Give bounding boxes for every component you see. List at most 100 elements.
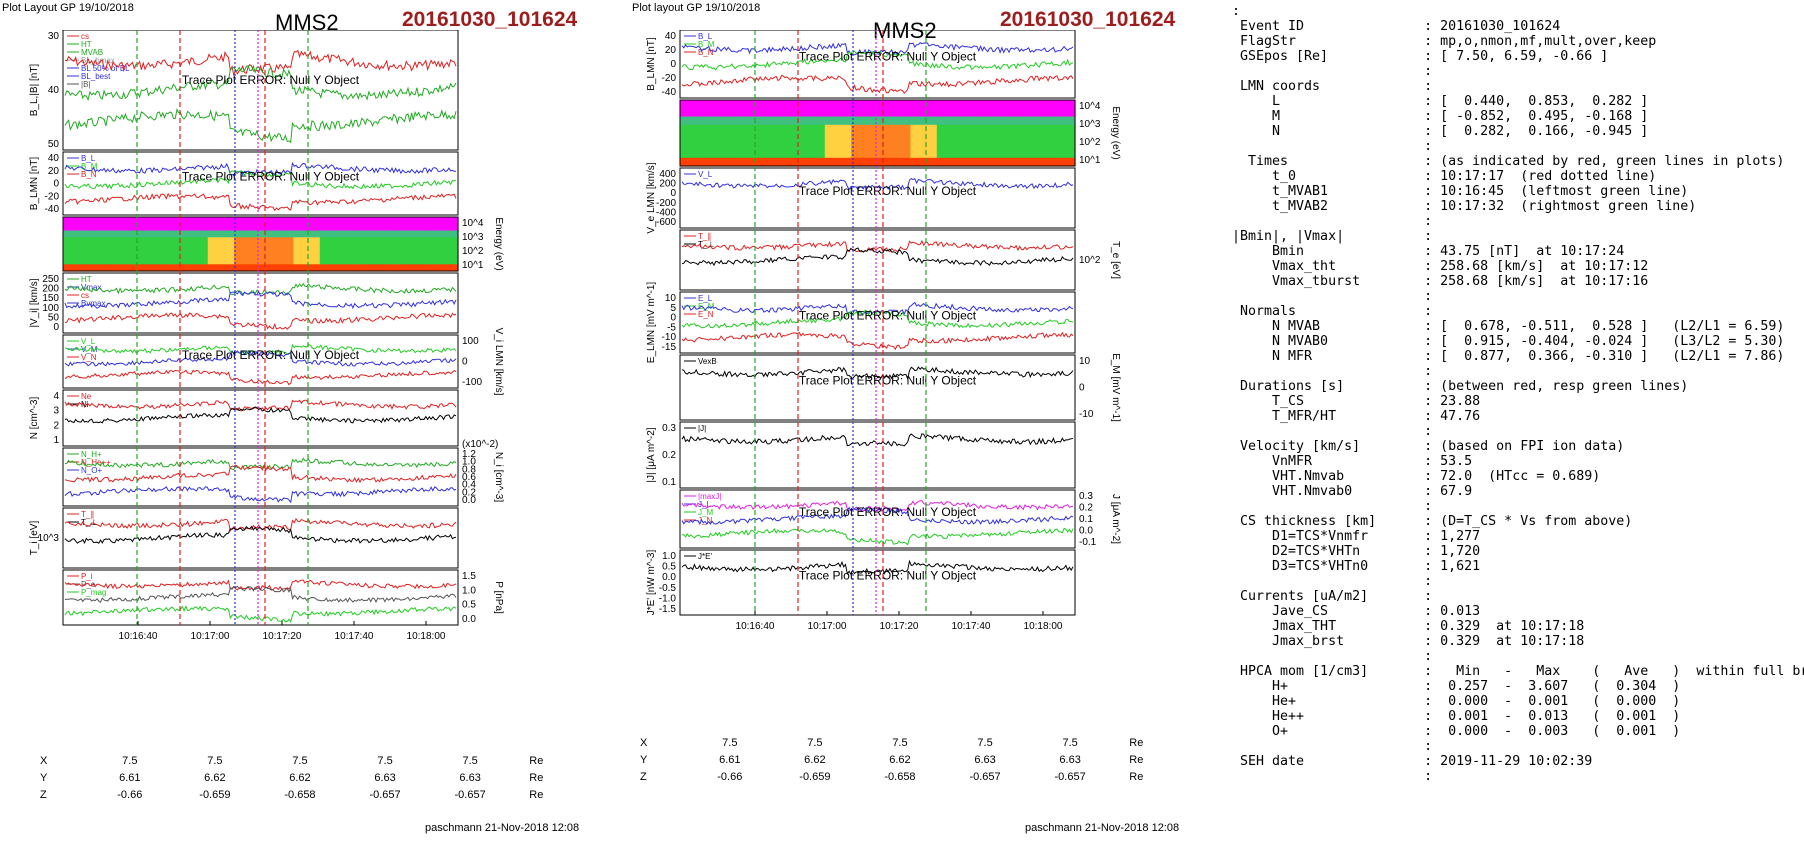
spectrogram-cell — [82, 230, 90, 238]
data-trace — [64, 349, 457, 367]
spectrogram-cell — [359, 264, 367, 272]
legend-entry: |maxJ| — [698, 492, 721, 501]
spectrogram-cell — [752, 124, 760, 134]
spectrogram-cell — [451, 244, 459, 252]
spectrogram-cell — [719, 100, 727, 109]
legend-entry: P_mag — [81, 588, 106, 597]
spectrogram-cell — [260, 217, 268, 225]
spectrogram-cell — [719, 141, 727, 151]
spectrogram-cell — [95, 264, 104, 272]
spectrogram-cell — [791, 116, 800, 126]
spectrogram-cell — [379, 264, 387, 272]
spectrogram-cell — [917, 100, 925, 109]
spectrogram-cell — [838, 100, 846, 109]
data-trace — [681, 301, 1074, 316]
spectrogram-cell — [306, 237, 314, 245]
middle-event-date: 20161030_101624 — [1000, 8, 1176, 31]
spectrogram-cell — [1015, 149, 1023, 159]
spectrogram-cell — [398, 223, 406, 232]
spectrogram-cell — [174, 230, 183, 238]
legend-entry: T_∥ — [698, 232, 711, 241]
spectrogram-cell — [221, 237, 229, 245]
spectrogram-cell — [851, 116, 859, 126]
spectrogram-cell — [1002, 141, 1010, 151]
coord-value: 6.62 — [804, 753, 826, 766]
spectrogram-cell — [811, 100, 819, 109]
spectrogram-cell — [398, 250, 406, 259]
spectrogram-cell — [293, 223, 301, 232]
spectrogram-cell — [752, 100, 760, 109]
spectrogram-cell — [917, 116, 925, 126]
spectrogram-cell — [811, 157, 819, 167]
spectrogram-cell — [989, 124, 997, 134]
y-tick-label: 100 — [42, 303, 59, 314]
spectrogram-cell — [706, 133, 714, 142]
panel-spec: 10^4 10^3 10^2 10^1 Energy (eV) — [679, 99, 1121, 167]
spectrogram-cell — [69, 244, 77, 252]
spectrogram-cell — [910, 108, 918, 118]
spectrogram-cell — [818, 141, 826, 151]
spectrogram-cell — [293, 217, 301, 225]
spectrogram-cell — [109, 264, 117, 272]
spectrogram-cell — [372, 217, 380, 225]
spectrogram-cell — [273, 230, 281, 238]
y-tick-label: 50 — [48, 312, 60, 323]
spectrogram-cell — [923, 124, 931, 134]
spectrogram-cell — [996, 116, 1004, 126]
spectrogram-cell — [1061, 108, 1069, 118]
spectrogram-cell — [260, 244, 268, 252]
spectrogram-cell — [680, 108, 688, 118]
spectrogram-cell — [326, 230, 334, 238]
spectrogram-cell — [949, 108, 958, 118]
spectrogram-cell — [418, 237, 426, 245]
panel-frame — [62, 334, 459, 389]
spectrogram-cell — [969, 124, 977, 134]
x-tick-label: 10:17:40 — [335, 631, 374, 642]
spectrogram-cell — [732, 141, 740, 151]
spectrogram-cell — [379, 244, 387, 252]
spectrogram-cell — [201, 230, 209, 238]
spectrogram-cell — [135, 230, 143, 238]
coord-axis-label: Y — [40, 771, 48, 784]
spectrogram-cell — [411, 250, 420, 259]
y-axis-label: J*E' [nW m^-3] — [646, 550, 657, 616]
spectrogram-cell — [300, 250, 308, 259]
spectrogram-cell — [280, 230, 288, 238]
spectrogram-cell — [686, 116, 694, 126]
spectrogram-cell — [956, 108, 964, 118]
spectrogram-cell — [102, 237, 110, 245]
spectrogram-cell — [712, 100, 721, 109]
spectrogram-cell — [142, 237, 150, 245]
spectrogram-cell — [1042, 108, 1050, 118]
spectrogram-cell — [444, 230, 452, 238]
spectrogram-cell — [293, 250, 301, 259]
spectrogram-cell — [385, 230, 393, 238]
spectrogram-cell — [680, 116, 688, 126]
y-tick-label: 2 — [53, 420, 59, 431]
y-axis-label: E_LMN [mV m^-1] — [646, 282, 657, 364]
spectrogram-cell — [772, 100, 780, 109]
spectrogram-cell — [996, 133, 1004, 142]
spectrogram-cell — [923, 141, 931, 151]
spectrogram-cell — [1002, 100, 1010, 109]
coord-value: -0.657 — [969, 770, 1001, 783]
spectrogram-cell — [161, 264, 169, 272]
spectrogram-cell — [963, 157, 971, 167]
spectrogram-cell — [712, 141, 721, 151]
spectrogram-cell — [300, 217, 308, 225]
y-axis-label: B_LMN [nT] — [29, 157, 40, 211]
spectrogram-cell — [785, 157, 793, 167]
y-tick-label: 0.4 — [462, 480, 476, 491]
spectrogram-cell — [976, 133, 984, 142]
y-tick-label: 0 — [53, 322, 59, 333]
spectrogram-cell — [214, 250, 222, 259]
spectrogram-cell — [996, 108, 1004, 118]
spectrogram-cell — [706, 108, 714, 118]
spectrogram-cell — [352, 250, 360, 259]
spectrogram-cell — [411, 244, 420, 252]
spectrogram-cell — [726, 124, 734, 134]
spectrogram-cell — [699, 141, 707, 151]
spectrogram-cell — [227, 223, 235, 232]
y-tick-label: 0.3 — [1079, 491, 1093, 502]
